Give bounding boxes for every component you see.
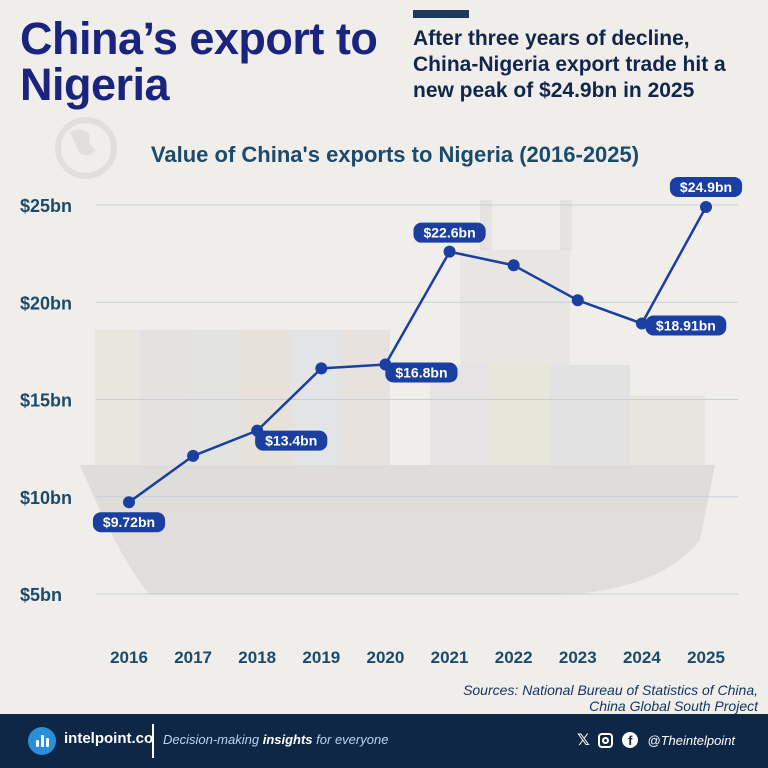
series-line	[128, 206, 708, 504]
data-point	[700, 200, 712, 213]
source-note: Sources: National Bureau of Statistics o…	[463, 682, 758, 714]
footer-divider	[152, 724, 154, 758]
brand-logo-icon	[28, 727, 56, 755]
y-tick-label: $15bn	[20, 391, 72, 411]
x-tick-label: 2018	[238, 648, 276, 667]
x-axis-tick-labels: 2016 2017 2018 2019 2020 2021 2022 2023 2024 2025	[110, 648, 725, 667]
data-label-text: $9.72bn	[103, 514, 155, 530]
x-tick-label: 2021	[431, 648, 469, 667]
x-tick-label: 2023	[559, 648, 597, 667]
data-label-text: $18.91bn	[656, 317, 716, 333]
x-tick-label: 2017	[174, 648, 212, 667]
line-chart: $5bn$10bn$15bn$20bn$25bn 2016 2017 2018 201…	[20, 117, 743, 667]
source-line-1: Sources: National Bureau of Statistics o…	[463, 682, 758, 698]
series-line-path	[128, 206, 708, 504]
data-label: $24.9bn	[669, 176, 743, 197]
data-point	[507, 259, 520, 272]
data-point	[635, 317, 648, 330]
social-handle[interactable]: @Theintelpoint	[647, 732, 736, 748]
x-tick-label: 2025	[687, 648, 725, 667]
main-title: China’s export to Nigeria	[20, 13, 378, 110]
data-point	[187, 449, 200, 462]
data-label-bg	[669, 176, 743, 197]
data-label: $9.72bn	[92, 512, 166, 533]
brand-name[interactable]: intelpoint.co	[64, 730, 154, 747]
data-label-bg	[255, 430, 328, 451]
social-links: 𝕏 f @Theintelpoint	[577, 730, 735, 750]
y-tick-label: $20bn	[20, 293, 72, 313]
ship-silhouette	[80, 200, 715, 595]
facebook-icon[interactable]: f	[622, 732, 639, 748]
data-label: $13.4bn	[255, 430, 328, 451]
x-icon[interactable]: 𝕏	[577, 732, 590, 749]
data-labels: $9.72bn $13.4bn $16.8bn $22.6bn $18.91bn $24.…	[92, 176, 743, 533]
y-tick-label: $10bn	[20, 488, 72, 508]
data-label-text: $24.9bn	[680, 179, 732, 195]
tagline: Decision-making insights for everyone	[163, 732, 388, 747]
tagline-pre: Decision-making	[163, 732, 263, 747]
x-tick-label: 2020	[367, 648, 405, 667]
data-label-text: $16.8bn	[395, 364, 447, 380]
source-line-2: China Global South Project	[589, 698, 758, 714]
gridlines	[96, 204, 738, 595]
chart-title: Value of China's exports to Nigeria (201…	[150, 142, 640, 167]
x-tick-label: 2024	[623, 648, 661, 667]
x-tick-label: 2022	[495, 648, 533, 667]
data-label: $22.6bn	[413, 222, 486, 243]
data-point	[123, 496, 135, 509]
data-label-text: $13.4bn	[265, 433, 317, 449]
data-label: $16.8bn	[385, 362, 458, 383]
data-point	[571, 294, 584, 307]
instagram-icon[interactable]	[598, 732, 614, 748]
data-label-text: $22.6bn	[423, 225, 475, 241]
data-label-bg	[413, 222, 486, 243]
data-label-bg	[645, 315, 727, 336]
data-label-bg	[92, 512, 166, 533]
data-label: $18.91bn	[645, 315, 727, 336]
x-tick-label: 2016	[110, 648, 148, 667]
data-point	[315, 362, 328, 375]
subtitle: After three years of decline, China-Nige…	[413, 27, 726, 102]
background-illustration	[55, 117, 715, 595]
tagline-bold: insights	[262, 732, 313, 747]
x-tick-label: 2019	[302, 648, 340, 667]
footer-bar: intelpoint.co Decision-making insights f…	[0, 714, 768, 768]
y-tick-label: $25bn	[20, 196, 72, 216]
y-tick-label: $5bn	[20, 585, 62, 605]
data-label-bg	[385, 362, 458, 383]
globe-icon	[55, 117, 117, 179]
data-point	[443, 245, 456, 258]
accent-bar	[413, 10, 469, 18]
data-points	[123, 200, 712, 509]
y-axis-tick-labels: $5bn $10bn $15bn $20bn $25bn	[20, 196, 72, 605]
tagline-post: for everyone	[312, 732, 389, 747]
